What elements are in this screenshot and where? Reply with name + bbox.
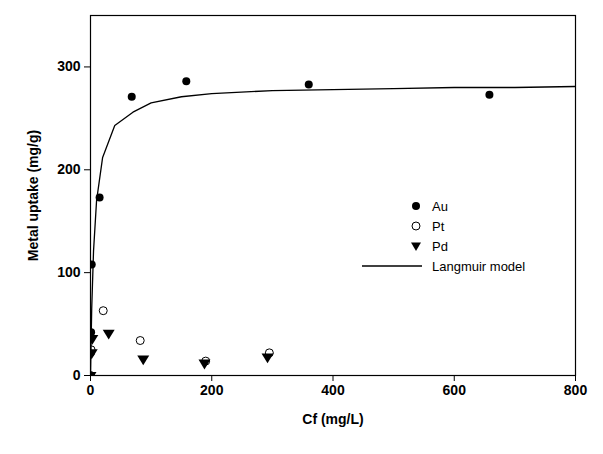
html-text:Au: Au <box>432 198 448 214</box>
svg-text:Cf (mg/L): Cf (mg/L) <box>302 411 363 427</box>
html-text:Pt: Pt <box>432 218 445 234</box>
svg-text:0: 0 <box>73 367 81 383</box>
html-text:Pd: Pd <box>432 238 448 254</box>
svg-text:600: 600 <box>443 382 467 398</box>
html-text:Langmuir model: Langmuir model <box>432 258 526 274</box>
svg-text:200: 200 <box>200 382 224 398</box>
svg-text:300: 300 <box>57 58 81 74</box>
svg-text:800: 800 <box>564 382 588 398</box>
svg-text:400: 400 <box>321 382 345 398</box>
svg-text:Metal uptake (mg/g): Metal uptake (mg/g) <box>25 130 41 261</box>
svg-text:200: 200 <box>57 161 81 177</box>
svg-text:0: 0 <box>87 382 95 398</box>
svg-text:100: 100 <box>57 264 81 280</box>
